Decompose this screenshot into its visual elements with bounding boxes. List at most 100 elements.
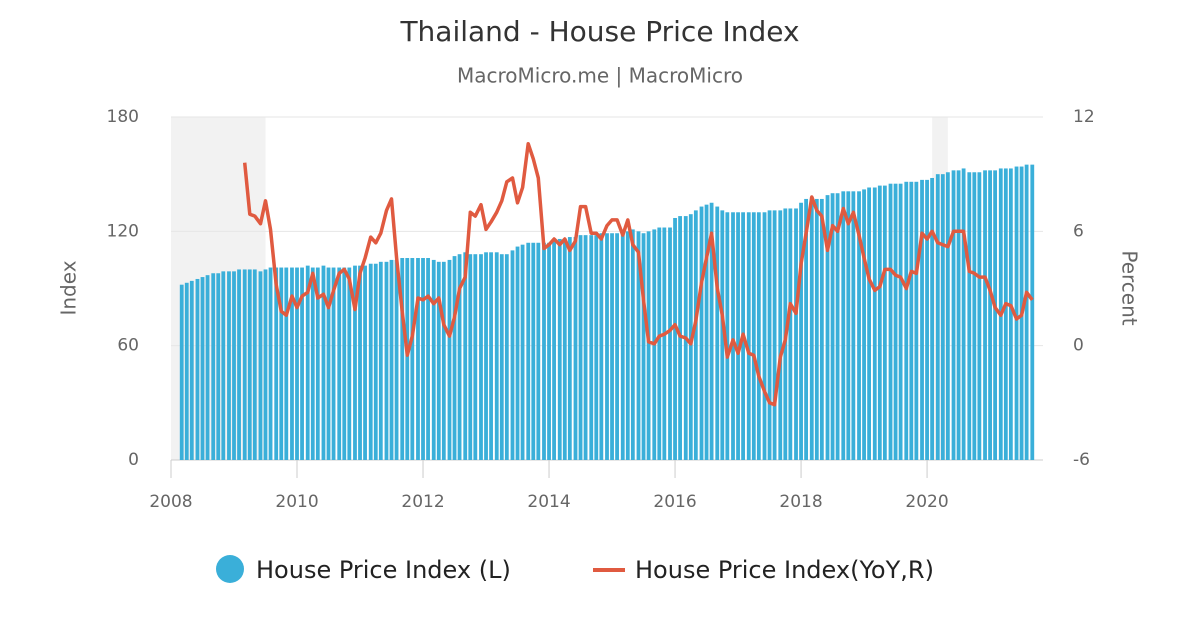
bar [851, 191, 856, 461]
bar [573, 237, 578, 460]
y2-axis-label: Percent [1118, 250, 1142, 325]
bar [436, 261, 441, 460]
bar [762, 212, 767, 460]
bar [630, 229, 635, 460]
bar [479, 254, 483, 460]
bar [315, 267, 320, 460]
bar [788, 208, 793, 460]
bar [363, 265, 367, 460]
bar [610, 233, 614, 460]
bar [641, 233, 646, 460]
x-tick-label: 2020 [905, 492, 948, 512]
bar [945, 172, 950, 460]
bar [620, 231, 625, 460]
bar [930, 177, 935, 460]
bar [814, 198, 819, 460]
bar [925, 179, 929, 460]
bar [258, 271, 263, 460]
bar [510, 250, 515, 460]
bar [457, 254, 462, 460]
bar [804, 198, 808, 460]
y-tick-label: 180 [107, 107, 139, 127]
chart-subtitle: MacroMicro.me | MacroMicro [457, 64, 743, 88]
bar [342, 267, 347, 460]
y-axis-label: Index [57, 260, 81, 315]
bar [400, 258, 405, 460]
bar [515, 246, 520, 460]
bar [290, 267, 294, 460]
bar [221, 271, 226, 460]
bar [578, 235, 583, 460]
bar [410, 258, 415, 460]
bar [657, 227, 662, 460]
bar [841, 191, 846, 461]
bar [888, 183, 893, 460]
bar [809, 197, 814, 461]
bar [678, 216, 682, 460]
bar [972, 172, 977, 460]
bar [504, 254, 509, 460]
bar [389, 259, 394, 460]
bar [252, 269, 257, 460]
y2-tick-label: 6 [1073, 221, 1084, 241]
bar [552, 240, 556, 460]
bar [447, 259, 452, 460]
bar [227, 271, 231, 460]
bar [416, 258, 420, 460]
bar [195, 278, 200, 460]
x-tick-label: 2016 [653, 492, 696, 512]
bar [715, 206, 720, 460]
bar [668, 227, 672, 460]
bar [909, 181, 914, 461]
bar [720, 210, 725, 460]
bar [473, 254, 478, 460]
bar [468, 254, 473, 460]
bar [819, 198, 824, 460]
bar [673, 217, 677, 460]
bar [920, 179, 924, 460]
bar [736, 212, 740, 460]
bar [709, 202, 714, 460]
bar [242, 269, 247, 460]
bar [321, 265, 326, 460]
bar [704, 204, 709, 460]
legend-label: House Price Index (L) [256, 556, 511, 584]
bar [1024, 164, 1029, 460]
bar [830, 193, 835, 460]
bar [310, 267, 315, 460]
bar [542, 242, 546, 460]
line [242, 141, 1034, 407]
bar [547, 242, 551, 460]
bar [605, 233, 609, 460]
bar [940, 174, 945, 460]
bar [268, 267, 273, 460]
bar [835, 193, 840, 460]
bar [421, 258, 425, 460]
bar [562, 238, 567, 460]
chart-title: Thailand - House Price Index [399, 15, 799, 48]
bar [211, 273, 216, 460]
bar [358, 265, 362, 460]
bar [452, 256, 457, 460]
bar [825, 195, 830, 460]
bar [1030, 164, 1035, 460]
bar [184, 282, 189, 460]
bar [200, 277, 205, 460]
bar [300, 267, 304, 460]
bar [799, 202, 803, 460]
bar [384, 261, 389, 460]
bar [867, 187, 872, 460]
bar [295, 267, 299, 460]
bar [967, 172, 972, 460]
bar [877, 185, 882, 460]
bar [441, 261, 446, 460]
bar [279, 267, 284, 460]
y2-tick-label: -6 [1073, 450, 1090, 470]
y-tick-label: 60 [117, 336, 139, 356]
bar [983, 170, 987, 460]
y-tick-label: 120 [107, 221, 139, 241]
bar [882, 185, 887, 460]
bar [693, 210, 698, 460]
bar [599, 233, 604, 460]
